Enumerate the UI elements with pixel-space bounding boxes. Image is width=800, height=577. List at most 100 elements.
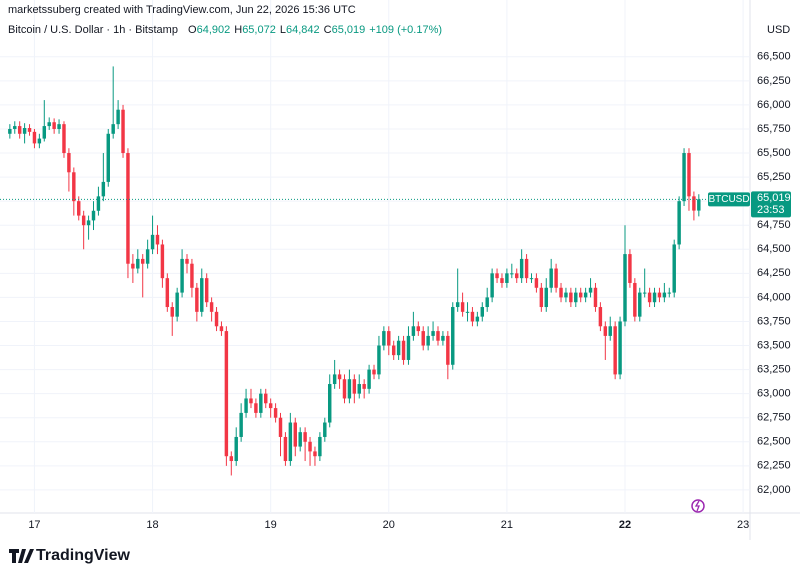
candle-body <box>672 244 676 293</box>
candle-body <box>569 292 573 303</box>
credit: marketssuberg created with TradingView.c… <box>8 4 356 16</box>
candle-body <box>554 268 558 288</box>
candle-body <box>278 417 283 437</box>
candle-body <box>136 258 140 269</box>
candle-body <box>416 326 421 332</box>
y-tick-label: 62,250 <box>757 460 791 472</box>
candle-body <box>259 393 263 413</box>
candle-body <box>697 199 701 211</box>
candle-body <box>583 292 588 298</box>
candle-body <box>332 374 337 385</box>
candle-body <box>150 234 155 250</box>
candle-body <box>510 273 514 275</box>
replay-icon[interactable] <box>691 499 705 513</box>
candle-body <box>8 128 12 134</box>
candle-body <box>101 181 106 197</box>
candle-body <box>352 379 357 394</box>
candle-body <box>264 393 268 404</box>
candle-body <box>603 326 608 336</box>
x-tick-label: 19 <box>265 519 277 531</box>
candle-body <box>500 278 504 283</box>
grid <box>0 0 750 513</box>
candle-body <box>165 278 170 308</box>
candle-body <box>86 220 91 226</box>
candle-body <box>401 340 406 360</box>
candle-body <box>155 234 160 245</box>
symbol-tag <box>708 192 750 207</box>
y-tick-label: 66,500 <box>757 51 791 63</box>
field-label: H <box>234 24 243 36</box>
field-label: L <box>279 24 286 36</box>
candle-body <box>106 133 110 182</box>
legend: Bitcoin / U.S. Dollar · 1h · Bitstamp O6… <box>8 24 442 36</box>
candle-body <box>145 249 150 264</box>
candle-body <box>57 124 61 129</box>
candle-body <box>214 311 219 327</box>
candle-body <box>190 263 194 288</box>
y-tick-label: 63,750 <box>757 315 791 327</box>
candle-body <box>495 273 499 279</box>
candle-body <box>42 126 47 139</box>
candle-body <box>460 302 465 312</box>
candle-body <box>441 335 445 341</box>
x-tick-label: 23 <box>737 519 749 531</box>
candle-body <box>411 326 416 336</box>
candle-body <box>519 258 524 279</box>
candle-body <box>692 196 696 211</box>
candle-body <box>406 335 411 360</box>
candle-body <box>224 331 229 457</box>
y-tick-label: 65,250 <box>757 171 791 183</box>
candle-body <box>588 287 593 293</box>
candle-body <box>308 441 312 452</box>
candle-body <box>195 287 199 312</box>
candle-body <box>116 109 120 125</box>
candle-body <box>505 273 509 283</box>
x-tick-label: 22 <box>619 519 631 531</box>
candle-body <box>455 302 460 308</box>
candle-body <box>382 331 386 346</box>
candle-body <box>254 403 258 413</box>
candle-body <box>180 258 184 293</box>
candle-body <box>377 345 381 375</box>
x-tick-label: 18 <box>146 519 158 531</box>
candle-body <box>574 292 578 303</box>
candle-body <box>682 153 686 202</box>
candle-body <box>362 384 366 389</box>
candle-body <box>534 278 539 288</box>
field-value: 64,842 <box>285 24 320 36</box>
candle-body <box>72 172 76 202</box>
candle-body <box>219 326 224 332</box>
x-tick-label: 21 <box>501 519 513 531</box>
candle-body <box>96 196 101 211</box>
candle-body <box>446 335 450 365</box>
candle-body <box>91 210 96 221</box>
currency-label: USD <box>767 24 790 36</box>
candle-body <box>421 331 425 346</box>
candle-body <box>318 436 322 457</box>
candle-body <box>667 292 672 294</box>
candle-body <box>475 316 480 322</box>
y-tick-label: 62,500 <box>757 436 791 448</box>
x-tick-label: 17 <box>28 519 40 531</box>
candle-body <box>52 122 56 129</box>
candle-body <box>578 292 583 298</box>
candle-body <box>27 128 32 132</box>
candle-body <box>524 258 529 279</box>
y-tick-label: 64,500 <box>757 243 791 255</box>
candle-body <box>22 128 27 134</box>
y-tick-label: 63,500 <box>757 339 791 351</box>
candle-body <box>426 335 430 346</box>
candle-body <box>160 244 165 279</box>
candle-body <box>337 374 342 380</box>
candle-body <box>126 153 130 264</box>
candle-body <box>288 422 293 462</box>
y-tick-label: 66,000 <box>757 99 791 111</box>
y-tick-label: 66,250 <box>757 75 791 87</box>
candle-body <box>239 412 243 437</box>
candle-body <box>283 436 288 462</box>
y-tick-label: 62,750 <box>757 412 791 424</box>
symbol-tag-label: BTCUSD <box>708 194 749 205</box>
change: +109 (+0.17%) <box>369 24 443 36</box>
candle-body <box>529 278 534 280</box>
candle-body <box>140 258 145 264</box>
